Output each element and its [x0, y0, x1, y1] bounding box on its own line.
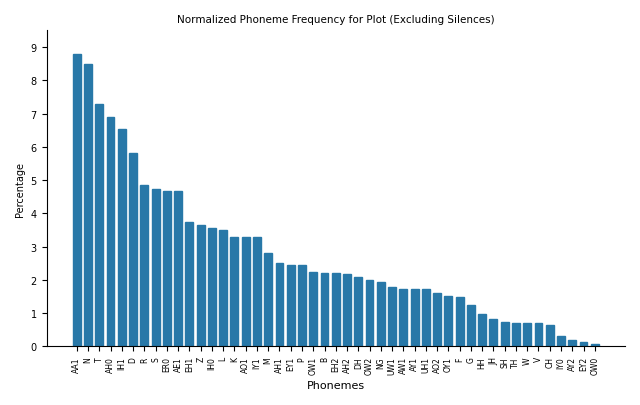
Bar — [174, 192, 182, 347]
Bar — [557, 336, 565, 347]
Bar — [208, 229, 216, 347]
Bar — [355, 277, 362, 347]
Bar — [568, 341, 576, 347]
Bar — [534, 323, 543, 347]
Bar — [129, 154, 137, 347]
Bar — [152, 190, 159, 347]
Bar — [95, 104, 103, 347]
Bar — [500, 322, 509, 347]
Bar — [275, 264, 284, 347]
Bar — [388, 287, 396, 347]
Bar — [377, 282, 385, 347]
Bar — [298, 265, 306, 347]
Y-axis label: Percentage: Percentage — [15, 162, 25, 216]
Bar — [140, 185, 148, 347]
Bar — [444, 296, 452, 347]
Bar — [343, 274, 351, 347]
Bar — [242, 237, 250, 347]
Bar — [230, 237, 238, 347]
Bar — [264, 254, 272, 347]
Bar — [467, 305, 475, 347]
Bar — [107, 117, 115, 347]
Bar — [478, 314, 486, 347]
Bar — [399, 289, 407, 347]
Bar — [365, 280, 374, 347]
X-axis label: Phonemes: Phonemes — [307, 380, 365, 390]
Bar — [524, 323, 531, 347]
Bar — [433, 293, 441, 347]
Bar — [163, 191, 171, 347]
Bar — [196, 226, 205, 347]
Bar — [84, 64, 92, 347]
Bar — [220, 230, 227, 347]
Bar — [309, 273, 317, 347]
Bar — [411, 289, 419, 347]
Bar — [580, 342, 588, 347]
Bar — [490, 320, 497, 347]
Bar — [546, 325, 554, 347]
Bar — [73, 55, 81, 347]
Bar — [332, 274, 340, 347]
Bar — [321, 273, 328, 347]
Bar — [287, 265, 294, 347]
Bar — [591, 344, 598, 347]
Title: Normalized Phoneme Frequency for Plot (Excluding Silences): Normalized Phoneme Frequency for Plot (E… — [177, 15, 495, 25]
Bar — [512, 323, 520, 347]
Bar — [186, 222, 193, 347]
Bar — [422, 290, 430, 347]
Bar — [118, 129, 125, 347]
Bar — [253, 238, 261, 347]
Bar — [456, 297, 463, 347]
